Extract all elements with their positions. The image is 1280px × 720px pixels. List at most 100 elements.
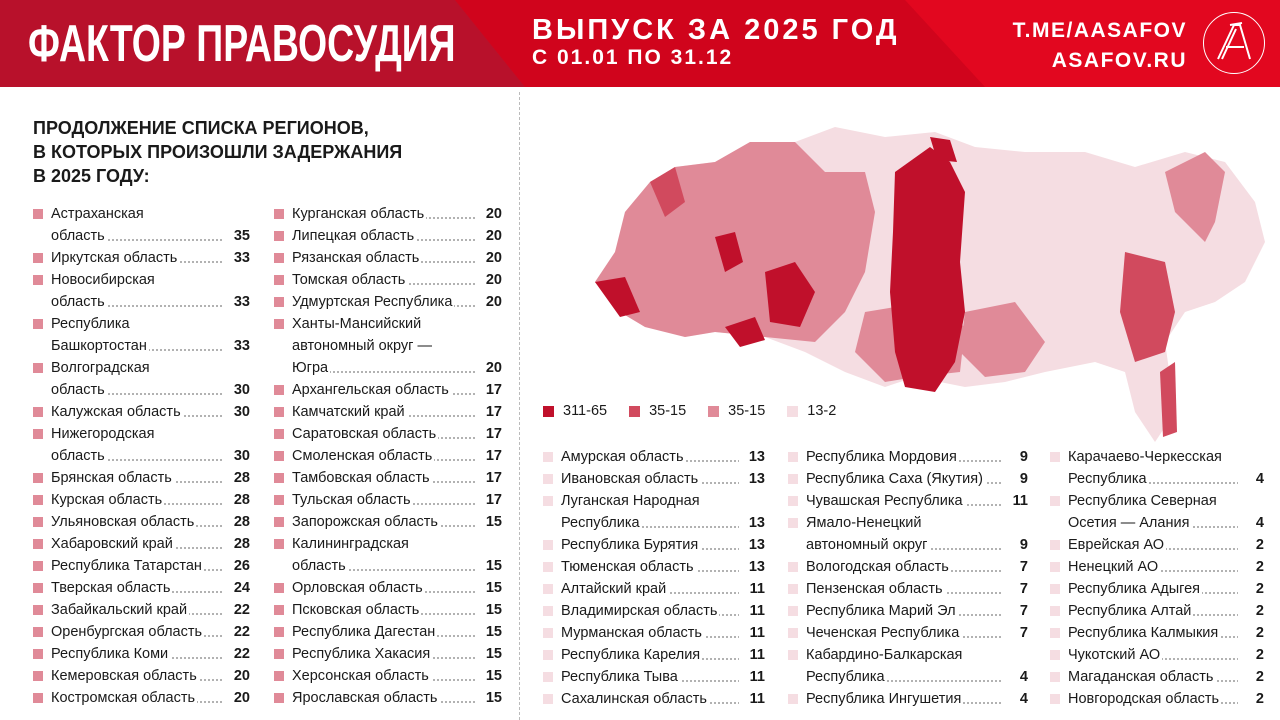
legend-label: 35-15 bbox=[649, 403, 687, 419]
region-item: Саратовская область 17 bbox=[274, 423, 502, 445]
region-item: Республика Коми 22 bbox=[33, 643, 250, 665]
legend-item: 311-65 bbox=[543, 403, 607, 419]
region-item: Псковская область 15 bbox=[274, 599, 502, 621]
region-count: 33 bbox=[231, 247, 250, 269]
region-name: Новгородская область bbox=[1068, 691, 1222, 707]
region-color-marker bbox=[788, 452, 798, 462]
issue-label: ВЫПУСК ЗА 2025 ГОД bbox=[532, 14, 900, 46]
region-item: Тамбовская область 17 bbox=[274, 467, 502, 489]
region-count: 15 bbox=[483, 687, 502, 709]
region-color-marker bbox=[33, 627, 43, 637]
region-name: Ненецкий АО bbox=[1068, 559, 1161, 575]
region-count: 7 bbox=[1017, 578, 1028, 600]
region-color-marker bbox=[274, 495, 284, 505]
region-item: Республика Саха (Якутия) 9 bbox=[788, 468, 1028, 490]
region-item: Удмуртская Республика 20 bbox=[274, 291, 502, 313]
region-item: Алтайский край 11 bbox=[543, 578, 765, 600]
region-color-marker bbox=[543, 474, 553, 484]
region-color-marker bbox=[33, 275, 43, 285]
region-item: Ненецкий АО 2 bbox=[1050, 556, 1264, 578]
region-color-marker bbox=[274, 583, 284, 593]
region-name: Ханты-Мансийский автономный округ — Югра bbox=[292, 316, 432, 376]
region-color-marker bbox=[33, 693, 43, 703]
region-count: 2 bbox=[1253, 534, 1264, 556]
map-region-khabarovsk bbox=[1120, 252, 1175, 362]
region-item: Хабаровский край 28 bbox=[33, 533, 250, 555]
region-name: Брянская область bbox=[51, 470, 174, 486]
region-color-marker bbox=[274, 319, 284, 329]
region-name: Алтайский край bbox=[561, 581, 669, 597]
region-name: Удмуртская Республика bbox=[292, 294, 455, 310]
region-color-marker bbox=[274, 605, 284, 615]
region-color-marker bbox=[1050, 606, 1060, 616]
region-count: 9 bbox=[1017, 446, 1028, 468]
header-banner: ФАКТОР ПРАВОСУДИЯ ВЫПУСК ЗА 2025 ГОД С 0… bbox=[0, 0, 1280, 87]
region-list-col2: Курганская область 20 Липецкая область 20 Ря… bbox=[274, 203, 502, 709]
region-color-marker bbox=[274, 649, 284, 659]
region-item: Рязанская область 20 bbox=[274, 247, 502, 269]
region-color-marker bbox=[543, 694, 553, 704]
region-name: Рязанская область bbox=[292, 250, 422, 266]
region-count: 17 bbox=[483, 489, 502, 511]
region-color-marker bbox=[33, 649, 43, 659]
region-color-marker bbox=[33, 671, 43, 681]
region-item: Смоленская область 17 bbox=[274, 445, 502, 467]
region-color-marker bbox=[274, 671, 284, 681]
region-color-marker bbox=[274, 473, 284, 483]
telegram-link[interactable]: T.ME/AASAFOV bbox=[1012, 19, 1187, 42]
region-name: Республика Саха (Якутия) bbox=[806, 471, 985, 487]
region-color-marker bbox=[274, 231, 284, 241]
region-count: 15 bbox=[483, 665, 502, 687]
region-count: 11 bbox=[747, 600, 765, 622]
region-item: Астраханская область 35 bbox=[33, 203, 250, 247]
region-count: 9 bbox=[1017, 534, 1028, 556]
region-item: Орловская область 15 bbox=[274, 577, 502, 599]
region-color-marker bbox=[543, 562, 553, 572]
date-range: С 01.01 ПО 31.12 bbox=[532, 46, 734, 69]
region-name: Республика Марий Эл bbox=[806, 603, 958, 619]
legend-label: 13-2 bbox=[807, 403, 837, 419]
region-name: Республика Ингушетия bbox=[806, 691, 964, 707]
region-item: Республика Калмыкия 2 bbox=[1050, 622, 1264, 644]
region-list-bottom2: Республика Мордовия 9 Республика Саха (Яку… bbox=[788, 446, 1028, 710]
map-region-urals bbox=[765, 262, 815, 327]
region-item: Иркутская область 33 bbox=[33, 247, 250, 269]
region-item: Карачаево-Черкесская Республика 4 bbox=[1050, 446, 1264, 490]
region-count: 17 bbox=[483, 379, 502, 401]
region-color-marker bbox=[543, 496, 553, 506]
region-count: 26 bbox=[231, 555, 250, 577]
column-divider bbox=[519, 92, 520, 720]
region-name: Иркутская область bbox=[51, 250, 180, 266]
region-name: Тамбовская область bbox=[292, 470, 432, 486]
region-color-marker bbox=[788, 562, 798, 572]
region-name: Ямало-Ненецкий автономный округ bbox=[806, 515, 930, 553]
region-count: 4 bbox=[1253, 512, 1264, 534]
region-item: Оренбургская область 22 bbox=[33, 621, 250, 643]
region-item: Новосибирская область 33 bbox=[33, 269, 250, 313]
legend-label: 311-65 bbox=[563, 403, 608, 419]
region-name: Астраханская область bbox=[51, 206, 144, 244]
region-count: 7 bbox=[1017, 556, 1028, 578]
region-item: Республика Дагестан 15 bbox=[274, 621, 502, 643]
region-count: 30 bbox=[231, 445, 250, 467]
map-region-north bbox=[650, 167, 685, 217]
region-item: Херсонская область 15 bbox=[274, 665, 502, 687]
region-item: Магаданская область 2 bbox=[1050, 666, 1264, 688]
region-color-marker bbox=[33, 561, 43, 571]
region-item: Республика Ингушетия 4 bbox=[788, 688, 1028, 710]
region-name: Липецкая область bbox=[292, 228, 417, 244]
region-color-marker bbox=[274, 693, 284, 703]
region-count: 20 bbox=[483, 357, 502, 379]
page-title: ФАКТОР ПРАВОСУДИЯ bbox=[28, 15, 456, 73]
site-link[interactable]: ASAFOV.RU bbox=[1051, 49, 1187, 72]
region-name: Владимирская область bbox=[561, 603, 720, 619]
region-name: Оренбургская область bbox=[51, 624, 205, 640]
region-color-marker bbox=[788, 628, 798, 638]
region-item: Курганская область 20 bbox=[274, 203, 502, 225]
region-color-marker bbox=[274, 539, 284, 549]
region-name: Архангельская область bbox=[292, 382, 451, 398]
region-item: Республика Мордовия 9 bbox=[788, 446, 1028, 468]
region-count: 15 bbox=[483, 599, 502, 621]
region-name: Республика Татарстан bbox=[51, 558, 204, 574]
region-name: Саратовская область bbox=[292, 426, 439, 442]
